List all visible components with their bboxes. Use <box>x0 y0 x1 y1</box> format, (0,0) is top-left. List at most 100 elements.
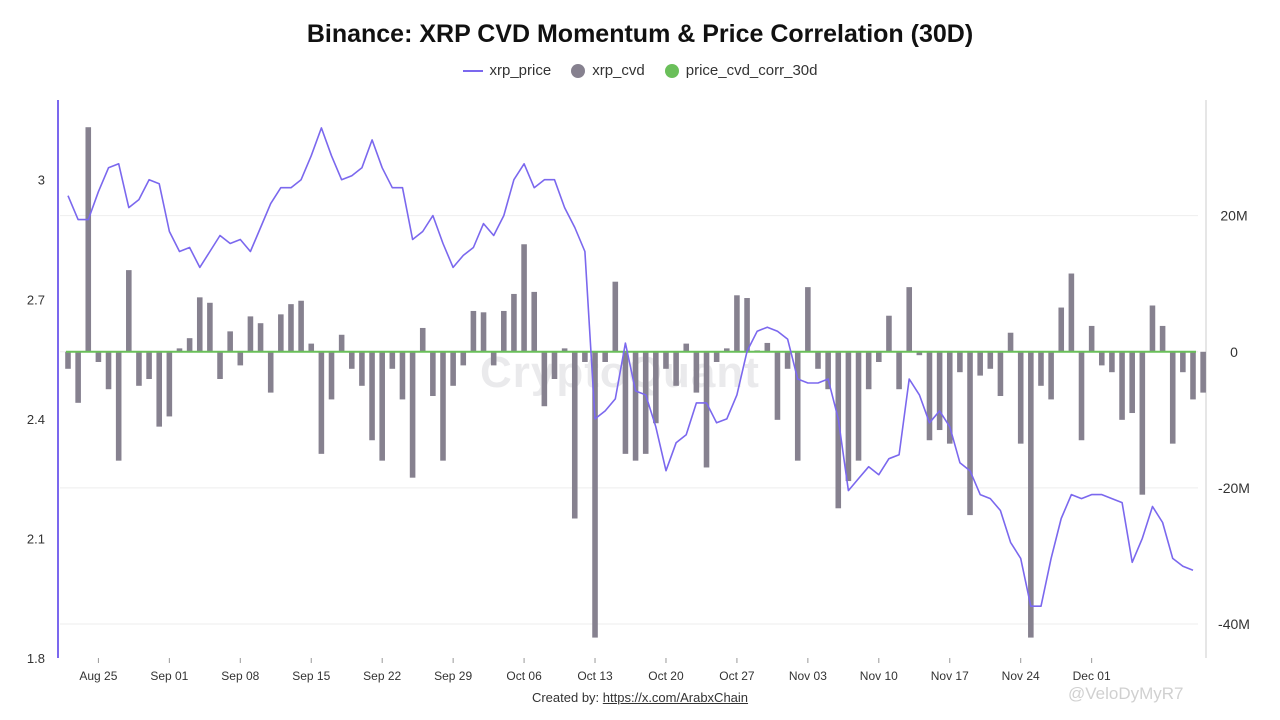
cvd-bar <box>338 334 345 352</box>
cvd-bar <box>1129 351 1135 414</box>
cvd-bar <box>1109 351 1115 373</box>
x-tick-label: Oct 27 <box>719 669 755 683</box>
cvd-bar <box>571 351 578 519</box>
cvd-bar <box>744 298 750 352</box>
cvd-bar <box>369 351 375 441</box>
cvd-bar <box>1119 351 1125 420</box>
cvd-bar <box>774 351 781 420</box>
cvd-bar <box>1190 351 1196 400</box>
cvd-bar <box>288 304 294 352</box>
x-tick-label: Aug 25 <box>79 669 117 683</box>
cvd-bar <box>855 351 862 461</box>
x-tick-label: Nov 17 <box>931 669 969 683</box>
cvd-bar <box>805 287 811 352</box>
cvd-bar <box>1038 351 1044 386</box>
cvd-bar <box>541 351 548 407</box>
chart-title: Binance: XRP CVD Momentum & Price Correl… <box>306 20 974 48</box>
y-left-tick-label: 3 <box>38 173 45 188</box>
legend-dot-swatch <box>571 63 586 78</box>
cvd-bar <box>734 295 740 352</box>
cvd-bar <box>430 351 436 397</box>
cvd-bar <box>815 351 821 369</box>
legend-dot-swatch <box>664 63 679 78</box>
cvd-bar <box>298 300 304 352</box>
cvd-bar <box>825 351 831 390</box>
cvd-bar <box>440 351 446 461</box>
legend-item-xrp-cvd[interactable]: xrp_cvd <box>571 62 645 79</box>
cvd-bar <box>896 351 902 390</box>
price-series-line <box>67 127 1194 608</box>
legend: xrp_price xrp_cvd price_cvd_corr_30d <box>0 62 1280 79</box>
footer-link[interactable]: https://x.com/ArabxChain <box>602 690 749 705</box>
cvd-bar <box>267 351 274 393</box>
cvd-bar <box>926 351 933 441</box>
cvd-bar <box>1159 325 1166 352</box>
cvd-bar <box>85 127 92 352</box>
x-tick-label: Oct 20 <box>648 669 684 683</box>
cvd-bar <box>247 316 254 352</box>
cvd-bar <box>1180 351 1186 373</box>
cvd-bar <box>146 351 152 379</box>
cvd-bar <box>886 315 892 352</box>
cvd-bar <box>1098 351 1105 366</box>
credit-watermark: @VeloDyMyR7 <box>1068 684 1184 703</box>
cvd-bar <box>126 270 132 352</box>
cvd-bar <box>784 351 791 369</box>
cvd-bar <box>348 351 355 369</box>
cvd-bar <box>176 348 183 352</box>
cvd-bar <box>673 351 679 386</box>
cvd-bar <box>865 351 872 390</box>
cvd-bar <box>602 351 608 362</box>
cvd-bar <box>845 351 852 482</box>
x-tick-label: Sep 08 <box>221 669 259 683</box>
cvd-bar <box>876 351 882 362</box>
cvd-bar <box>65 351 71 369</box>
cvd-bar <box>642 351 649 454</box>
cvd-bar <box>764 342 771 352</box>
x-tick-label: Sep 01 <box>150 669 188 683</box>
cvd-bar <box>997 351 1004 397</box>
cvd-bar <box>75 351 81 403</box>
cvd-bar <box>1007 332 1014 352</box>
y-right-tick-label: 0 <box>1230 344 1238 360</box>
cvd-bar <box>409 351 416 478</box>
cvd-bar <box>490 351 497 366</box>
cvd-bar <box>551 351 558 379</box>
cvd-bar <box>723 348 730 352</box>
cvd-bar <box>450 351 456 386</box>
legend-item-price-cvd-corr[interactable]: price_cvd_corr_30d <box>664 62 817 79</box>
cvd-bar <box>227 331 233 352</box>
cvd-bar <box>460 351 467 366</box>
cvd-bar <box>1068 273 1075 352</box>
legend-item-xrp-price[interactable]: xrp_price <box>462 62 551 79</box>
x-tick-label: Nov 03 <box>789 669 827 683</box>
cvd-bar <box>1139 351 1146 495</box>
cvd-bar <box>379 351 385 461</box>
cvd-bar <box>1017 351 1024 444</box>
cvd-bar <box>318 351 325 454</box>
cvd-bar <box>1088 325 1095 352</box>
cvd-bar <box>683 343 690 352</box>
cvd-bar <box>186 338 193 352</box>
x-tick-label: Oct 13 <box>577 669 613 683</box>
cvd-bar <box>105 351 112 390</box>
cvd-bar <box>511 293 517 352</box>
cvd-bar <box>389 351 396 369</box>
cvd-bar <box>693 351 700 393</box>
cvd-bar <box>946 351 953 444</box>
cvd-bar <box>1200 351 1206 393</box>
cvd-bar <box>967 351 973 516</box>
cvd-bar <box>328 351 335 400</box>
x-tick-label: Sep 15 <box>292 669 330 683</box>
x-tick-label: Nov 24 <box>1002 669 1040 683</box>
cvd-bar <box>987 351 994 369</box>
cvd-bar <box>156 351 163 427</box>
footer-label: Created by: <box>531 690 600 705</box>
cvd-bar <box>561 348 568 352</box>
cvd-bar <box>1028 351 1034 638</box>
cvd-bar <box>237 351 244 366</box>
cvd-bar <box>582 351 588 362</box>
cvd-bar <box>166 351 173 417</box>
y-left-tick-label: 2.7 <box>27 292 45 307</box>
cvd-bar <box>906 287 913 352</box>
